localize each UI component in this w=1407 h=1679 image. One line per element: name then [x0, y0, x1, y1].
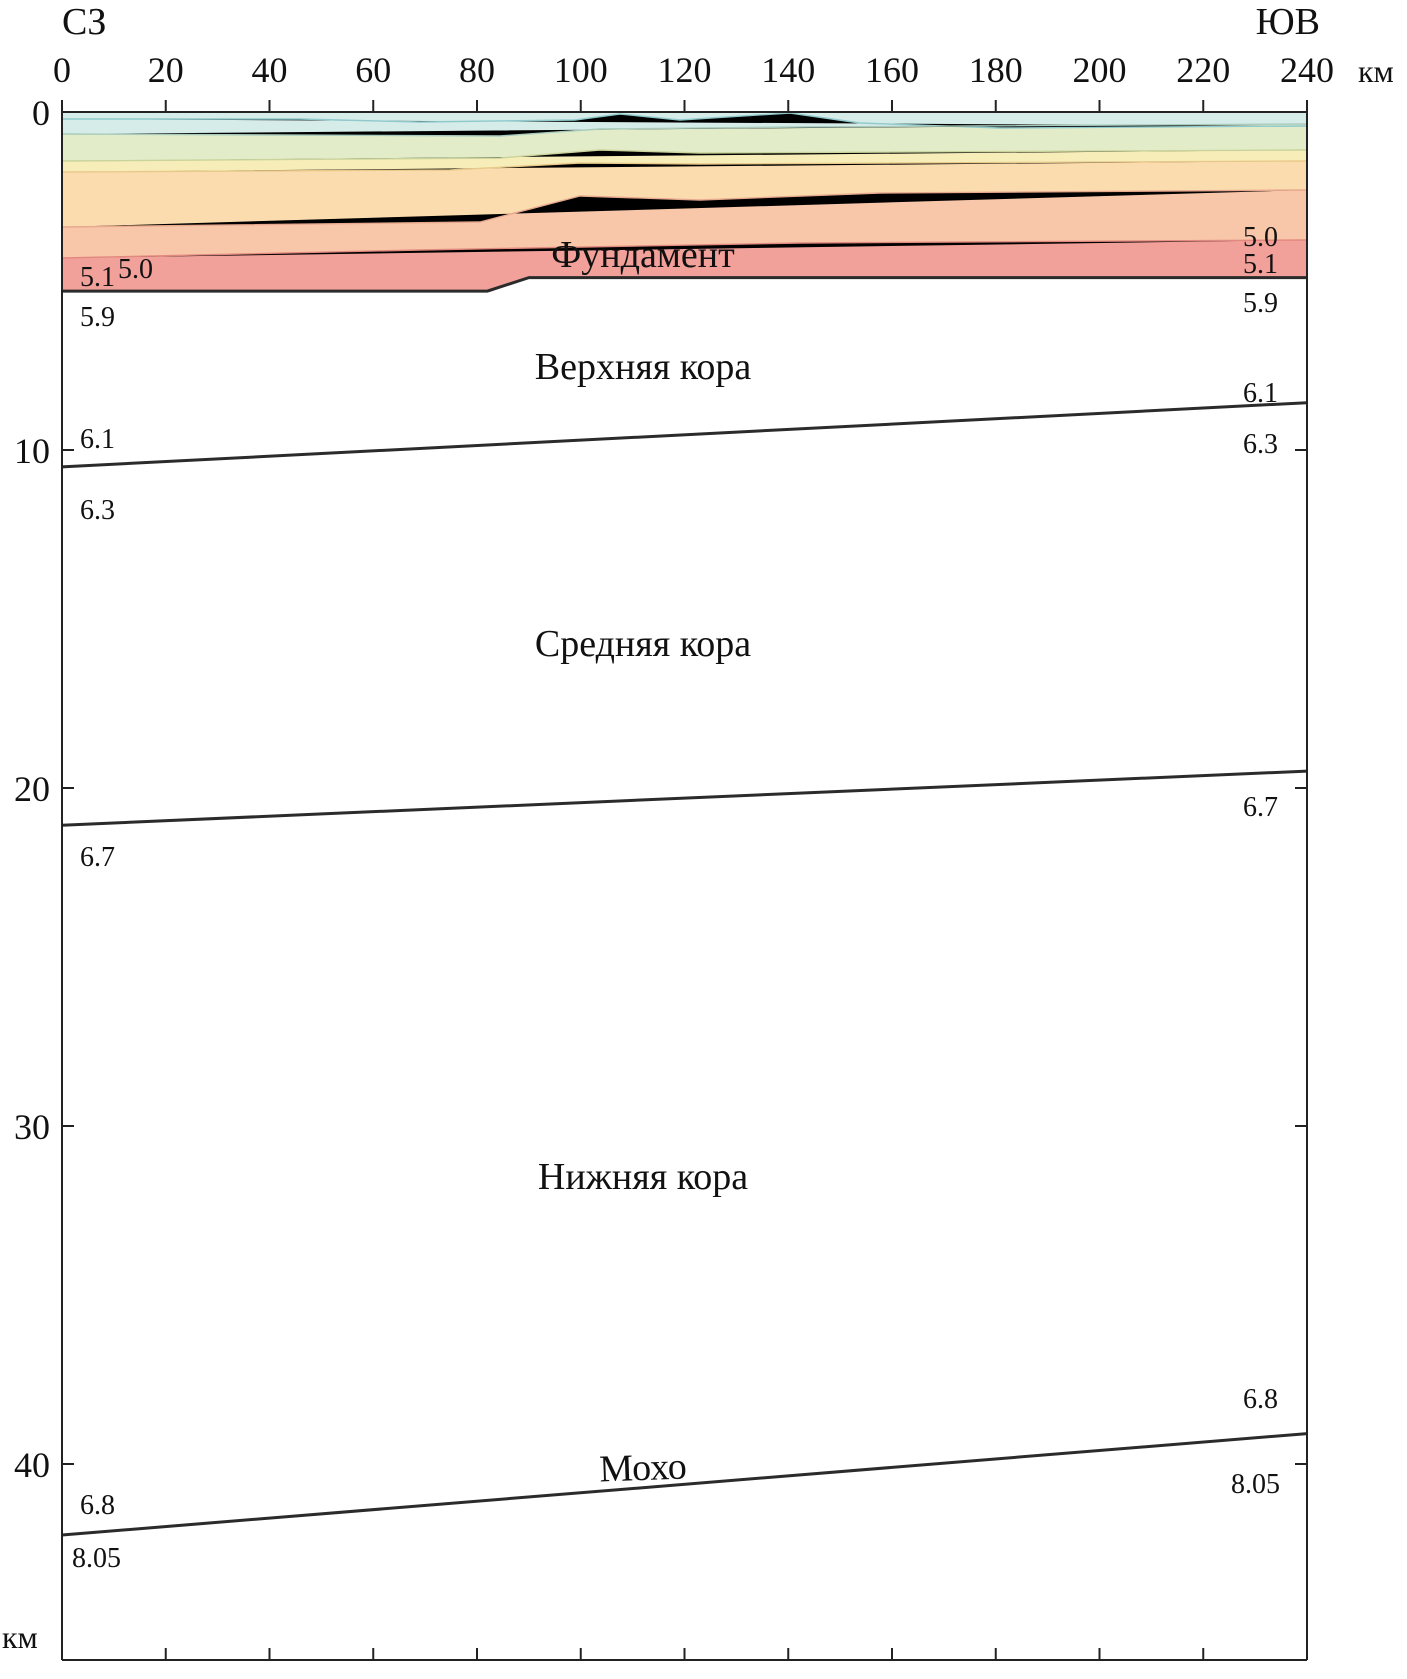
velocity-right-below-upper-middle: 6.3: [1243, 429, 1278, 460]
sed-line-2: [61, 123, 1308, 137]
velocity-right-below-middle-lower: 6.7: [1243, 792, 1278, 823]
velocity-left-below-moho: 8.05: [72, 1543, 121, 1574]
velocity-left-above-upper-middle: 6.1: [80, 424, 115, 455]
velocity-right-sed-a: 5.0: [1243, 222, 1278, 253]
velocity-left-sed-a: 5.1: [80, 262, 115, 293]
velocity-left-below-middle-lower: 6.7: [80, 842, 115, 873]
sedimentary-layers: [61, 112, 1308, 292]
x-axis-ticks: 0 20 40 60 80 100 120 140 160 180 200 220 240: [53, 50, 1334, 1660]
layer-label-lower-crust: Нижняя кора: [538, 1156, 748, 1198]
layer-label-moho: Мохо: [599, 1445, 688, 1490]
x-tick-label: 240: [1280, 50, 1334, 90]
velocity-left-below-upper-middle: 6.3: [80, 495, 115, 526]
y-axis-ticks: 0 10 20 30 40: [14, 93, 1307, 1485]
velocity-left-sed-b: 5.0: [118, 254, 153, 285]
sed-line-1: [62, 112, 1308, 129]
velocity-right-sed-b: 5.1: [1243, 249, 1278, 280]
layer-label-basement: Фундамент: [551, 234, 735, 276]
x-tick-label: 160: [865, 50, 919, 90]
sed-layer-1: [62, 112, 1307, 136]
x-tick-label: 40: [252, 50, 288, 90]
velocity-right-above-upper-middle: 6.1: [1243, 378, 1278, 409]
sed-layer-4: [62, 161, 1307, 227]
x-tick-label: 100: [554, 50, 608, 90]
velocity-right-below-basement: 5.9: [1243, 288, 1278, 319]
x-unit-label: км: [1358, 53, 1394, 89]
velocity-right-below-moho: 8.05: [1231, 1469, 1280, 1500]
sed-layer-3: [62, 150, 1307, 172]
sed-layer-5: [62, 190, 1307, 258]
y-tick-label: 30: [14, 1107, 50, 1147]
layer-label-upper-crust: Верхняя кора: [535, 346, 752, 388]
velocity-right-above-moho: 6.8: [1243, 1384, 1278, 1415]
x-tick-label: 200: [1073, 50, 1127, 90]
layer-label-middle-crust: Средняя кора: [535, 623, 751, 665]
y-tick-label: 20: [14, 769, 50, 809]
velocity-left-below-basement: 5.9: [80, 302, 115, 333]
x-tick-label: 20: [148, 50, 184, 90]
x-tick-label: 180: [969, 50, 1023, 90]
boundary-moho: [61, 1432, 1308, 1537]
boundary-middle-lower: [61, 769, 1308, 827]
x-tick-label: 220: [1176, 50, 1230, 90]
x-tick-label: 0: [53, 50, 71, 90]
sed-line-4: [61, 160, 1308, 173]
y-tick-label: 0: [32, 93, 50, 133]
y-tick-label: 10: [14, 431, 50, 471]
sed-layer-2: [62, 124, 1307, 161]
sed-line-3: [61, 149, 1308, 162]
x-tick-label: 60: [355, 50, 391, 90]
sed-line-5: [61, 189, 1308, 228]
boundary-upper-middle: [61, 401, 1308, 469]
direction-label-se: ЮВ: [1256, 1, 1320, 43]
x-tick-label: 80: [459, 50, 495, 90]
boundary-basement-top: [62, 276, 1307, 293]
direction-label-nw: СЗ: [62, 1, 106, 43]
velocity-left-above-moho: 6.8: [80, 1490, 115, 1521]
sed-line-6: [61, 239, 1308, 259]
x-tick-label: 120: [658, 50, 712, 90]
crustal-boundaries: [61, 276, 1308, 1537]
y-unit-label: км: [2, 1619, 38, 1655]
x-tick-label: 140: [761, 50, 815, 90]
y-tick-label: 40: [14, 1445, 50, 1485]
